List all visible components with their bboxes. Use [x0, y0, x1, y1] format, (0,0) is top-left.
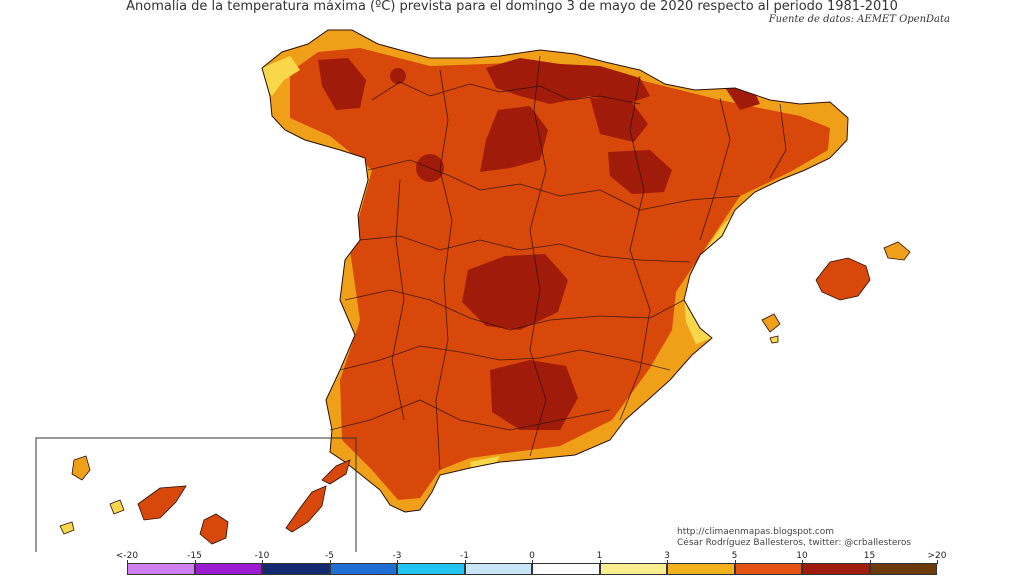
- blog-url[interactable]: http://climaenmapas.blogspot.com: [677, 527, 835, 537]
- balearic-islands: [761, 241, 911, 344]
- island-el-hierro: [59, 521, 75, 535]
- island-lanzarote: [321, 459, 351, 485]
- island-formentera: [769, 335, 779, 344]
- peninsula-outline: [261, 29, 849, 513]
- canary-islands-inset: [35, 437, 357, 552]
- island-menorca: [883, 241, 911, 261]
- author-credit: César Rodríguez Ballesteros, twitter: @c…: [677, 538, 912, 548]
- island-la-palma: [71, 455, 91, 481]
- island-fuerteventura: [285, 485, 327, 533]
- region-borders: [329, 55, 787, 471]
- map-credits: http://climaenmapas.blogspot.com César R…: [677, 527, 911, 549]
- data-source-label: Fuente de datos: AEMET OpenData: [768, 14, 950, 25]
- peninsula: [261, 29, 849, 513]
- island-ibiza: [761, 313, 781, 333]
- inset-frame: [35, 437, 357, 552]
- map-title: Anomalía de la temperatura máxima (ºC) p…: [126, 0, 898, 14]
- hot-anomaly-areas: [318, 58, 760, 430]
- island-gran-canaria: [199, 513, 229, 545]
- island-la-gomera: [109, 499, 125, 515]
- island-tenerife: [137, 485, 187, 521]
- island-mallorca: [815, 257, 871, 301]
